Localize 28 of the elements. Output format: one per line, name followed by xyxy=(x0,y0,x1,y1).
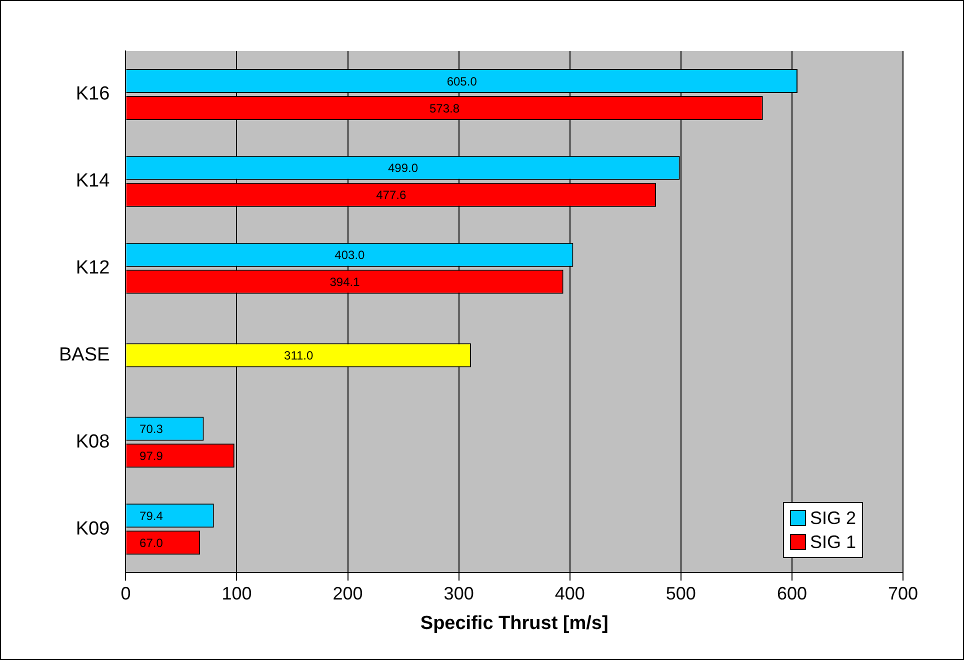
legend-label: SIG 2 xyxy=(810,506,856,530)
x-tick-label: 300 xyxy=(444,583,474,604)
y-tick-label: K14 xyxy=(76,170,110,192)
x-tick-label: 400 xyxy=(554,583,585,604)
data-label: 97.9 xyxy=(140,448,164,463)
data-label: 573.8 xyxy=(430,101,460,116)
data-label: 499.0 xyxy=(388,161,418,176)
x-tick-label: 0 xyxy=(120,583,131,604)
y-tick-label: K09 xyxy=(76,518,110,540)
data-label: 311.0 xyxy=(284,348,314,363)
y-tick-label: K12 xyxy=(76,258,110,279)
y-tick-label: K08 xyxy=(76,431,110,452)
x-tick-label: 700 xyxy=(888,583,918,604)
data-label: 477.6 xyxy=(376,188,406,202)
x-tick-label: 600 xyxy=(776,583,807,604)
data-label: 605.0 xyxy=(446,74,478,88)
legend-label: SIG 1 xyxy=(810,530,856,554)
data-label: 67.0 xyxy=(140,536,164,550)
data-label: 394.1 xyxy=(330,275,360,290)
data-label: 79.4 xyxy=(140,508,164,523)
y-tick-label: BASE xyxy=(58,344,110,366)
y-tick-label: K16 xyxy=(76,84,110,105)
x-tick-label: 500 xyxy=(666,583,696,604)
x-axis-title: Specific Thrust [m/s] xyxy=(420,612,608,634)
x-tick-label: 100 xyxy=(222,583,252,604)
data-label: 403.0 xyxy=(334,248,366,262)
x-tick-label: 200 xyxy=(332,583,363,604)
data-label: 70.3 xyxy=(140,422,164,436)
